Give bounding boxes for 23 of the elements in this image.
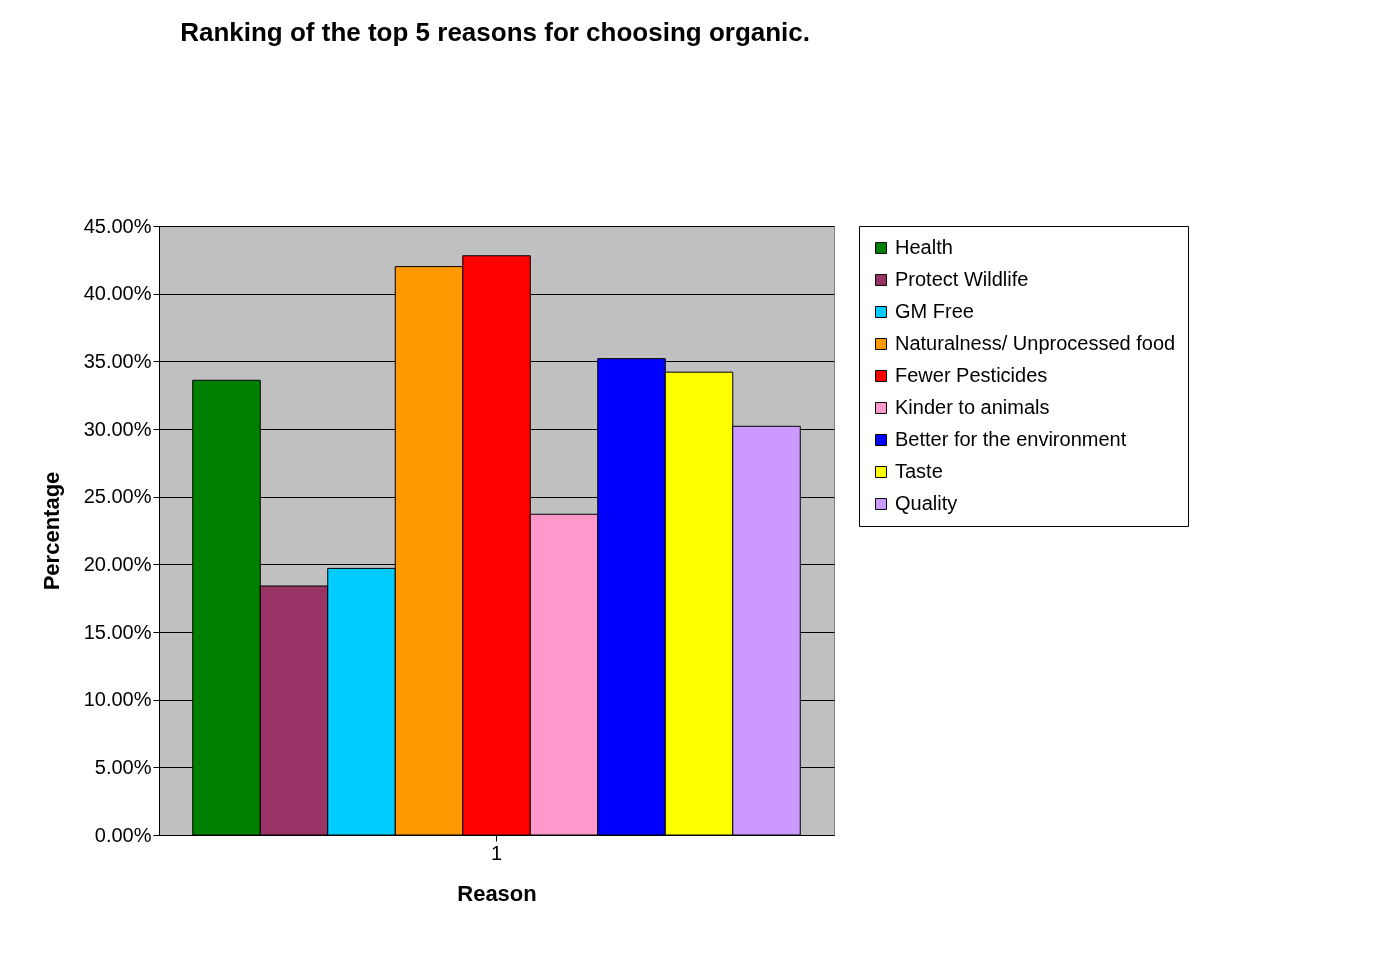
y-tick-label: 15.00% — [83, 620, 152, 643]
y-tick-label: 45.00% — [83, 214, 152, 237]
legend-label: Better for the environment — [895, 428, 1127, 450]
y-tick-label: 25.00% — [83, 485, 152, 508]
y-tick-label: 40.00% — [83, 282, 152, 305]
legend-label: Taste — [895, 460, 943, 482]
y-tick-label: 30.00% — [83, 417, 152, 440]
y-tick-label: 20.00% — [83, 552, 152, 575]
legend-label: Quality — [895, 492, 958, 514]
y-tick-label: 10.00% — [83, 688, 152, 711]
legend-label: GM Free — [895, 300, 974, 322]
y-axis-title: Percentage — [38, 471, 64, 591]
y-tick-label: 5.00% — [94, 755, 152, 778]
legend-label: Kinder to animals — [895, 396, 1050, 418]
legend-label: Naturalness/ Unprocessed food — [895, 332, 1176, 354]
legend-label: Health — [895, 236, 953, 258]
legend-label: Protect Wildlife — [895, 268, 1029, 290]
chart-title: Ranking of the top 5 reasons for choosing organic. — [180, 17, 811, 47]
x-axis-title: Reason — [457, 880, 537, 906]
y-tick-label: 35.00% — [83, 349, 152, 372]
y-tick-label: 0.00% — [94, 823, 152, 846]
x-tick-label: 1 — [490, 841, 503, 864]
legend-label: Fewer Pesticides — [895, 364, 1048, 386]
